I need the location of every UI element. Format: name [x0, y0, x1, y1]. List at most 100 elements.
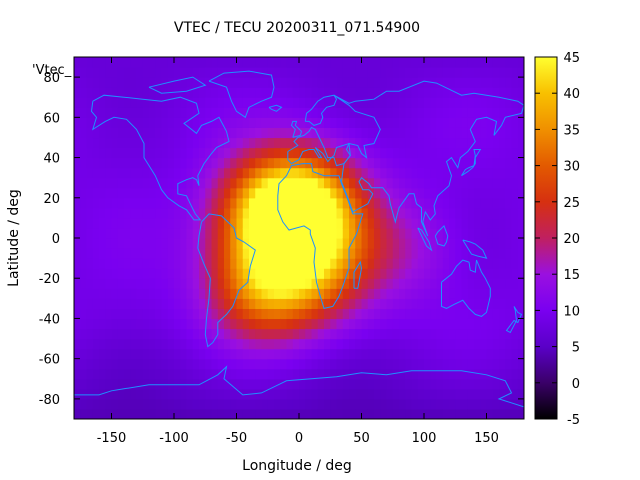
heatmap-cell	[380, 167, 388, 179]
heatmap-cell	[161, 187, 169, 199]
heatmap-cell	[149, 298, 156, 309]
heatmap-cell	[461, 388, 469, 400]
heatmap-cell	[455, 57, 463, 68]
heatmap-cell	[186, 207, 194, 219]
heatmap-cell	[517, 57, 524, 68]
heatmap-cell	[242, 147, 250, 159]
heatmap-cell	[92, 368, 100, 380]
heatmap-cell	[92, 97, 100, 108]
heatmap-cell	[105, 358, 113, 370]
heatmap-cell	[355, 328, 363, 340]
heatmap-cell	[199, 238, 206, 249]
heatmap-cell	[474, 348, 481, 360]
heatmap-cell	[261, 87, 269, 98]
heatmap-cell	[186, 177, 194, 189]
heatmap-cell	[255, 157, 263, 169]
heatmap-cell	[292, 378, 300, 390]
heatmap-cell	[374, 238, 381, 249]
heatmap-cell	[230, 147, 238, 159]
heatmap-cell	[355, 147, 363, 159]
heatmap-cell	[305, 258, 313, 269]
heatmap-cell	[286, 207, 294, 219]
heatmap-cell	[405, 227, 413, 239]
heatmap-cell	[255, 207, 263, 219]
heatmap-cell	[455, 117, 463, 128]
heatmap-cell	[249, 298, 256, 309]
heatmap-cell	[230, 217, 238, 229]
heatmap-cell	[480, 298, 488, 309]
heatmap-cell	[392, 177, 400, 189]
heatmap-cell	[117, 227, 125, 239]
heatmap-cell	[461, 308, 469, 320]
heatmap-cell	[186, 217, 194, 229]
heatmap-cell	[161, 308, 169, 320]
heatmap-cell	[80, 157, 88, 169]
heatmap-cell	[361, 388, 369, 400]
heatmap-cell	[105, 268, 113, 279]
heatmap-cell	[261, 358, 269, 370]
heatmap-cell	[461, 288, 469, 299]
heatmap-cell	[330, 278, 338, 289]
heatmap-cell	[517, 207, 524, 219]
heatmap-cell	[317, 227, 325, 239]
heatmap-cell	[505, 248, 513, 259]
heatmap-cell	[392, 368, 400, 380]
heatmap-cell	[342, 358, 350, 370]
heatmap-cell	[80, 207, 88, 219]
heatmap-cell	[299, 398, 306, 410]
heatmap-cell	[417, 318, 425, 330]
heatmap-cell	[205, 107, 213, 118]
heatmap-cell	[336, 107, 344, 118]
heatmap-cell	[430, 298, 438, 309]
heatmap-cell	[99, 238, 106, 249]
heatmap-cell	[161, 268, 169, 279]
heatmap-cell	[124, 288, 131, 299]
heatmap-cell	[292, 127, 300, 139]
heatmap-cell	[442, 167, 450, 179]
heatmap-cell	[449, 187, 456, 199]
heatmap-cell	[292, 248, 300, 259]
heatmap-cell	[367, 278, 375, 289]
heatmap-cell	[374, 187, 381, 199]
heatmap-cell	[399, 358, 406, 370]
heatmap-cell	[492, 87, 500, 98]
heatmap-cell	[405, 77, 413, 88]
heatmap-cell	[92, 388, 100, 400]
heatmap-cell	[305, 308, 313, 320]
heatmap-cell	[455, 368, 463, 380]
heatmap-cell	[324, 197, 331, 209]
heatmap-cell	[324, 258, 331, 269]
heatmap-cell	[517, 67, 524, 78]
heatmap-cell	[455, 308, 463, 320]
heatmap-cell	[111, 157, 119, 169]
heatmap-cell	[361, 378, 369, 390]
heatmap-cell	[474, 107, 481, 118]
heatmap-cell	[155, 127, 163, 139]
heatmap-cell	[286, 117, 294, 128]
heatmap-cell	[192, 197, 200, 209]
heatmap-cell	[230, 278, 238, 289]
heatmap-cell	[474, 137, 481, 149]
heatmap-cell	[292, 97, 300, 108]
heatmap-cell	[386, 288, 394, 299]
heatmap-cell	[367, 288, 375, 299]
heatmap-cell	[130, 248, 138, 259]
heatmap-cell	[142, 408, 150, 419]
heatmap-cell	[255, 258, 263, 269]
heatmap-cell	[180, 137, 188, 149]
heatmap-cell	[430, 268, 438, 279]
y-tick-label: 60	[43, 111, 60, 126]
heatmap-cell	[205, 338, 213, 350]
heatmap-cell	[492, 278, 500, 289]
heatmap-cell	[511, 157, 519, 169]
heatmap-cell	[111, 388, 119, 400]
heatmap-cell	[130, 97, 138, 108]
heatmap-cell	[499, 258, 506, 269]
heatmap-cell	[230, 398, 238, 410]
heatmap-cell	[74, 197, 81, 209]
heatmap-cell	[305, 207, 313, 219]
heatmap-cell	[442, 127, 450, 139]
heatmap-cell	[224, 278, 231, 289]
heatmap-cell	[480, 408, 488, 419]
heatmap-cell	[174, 117, 181, 128]
